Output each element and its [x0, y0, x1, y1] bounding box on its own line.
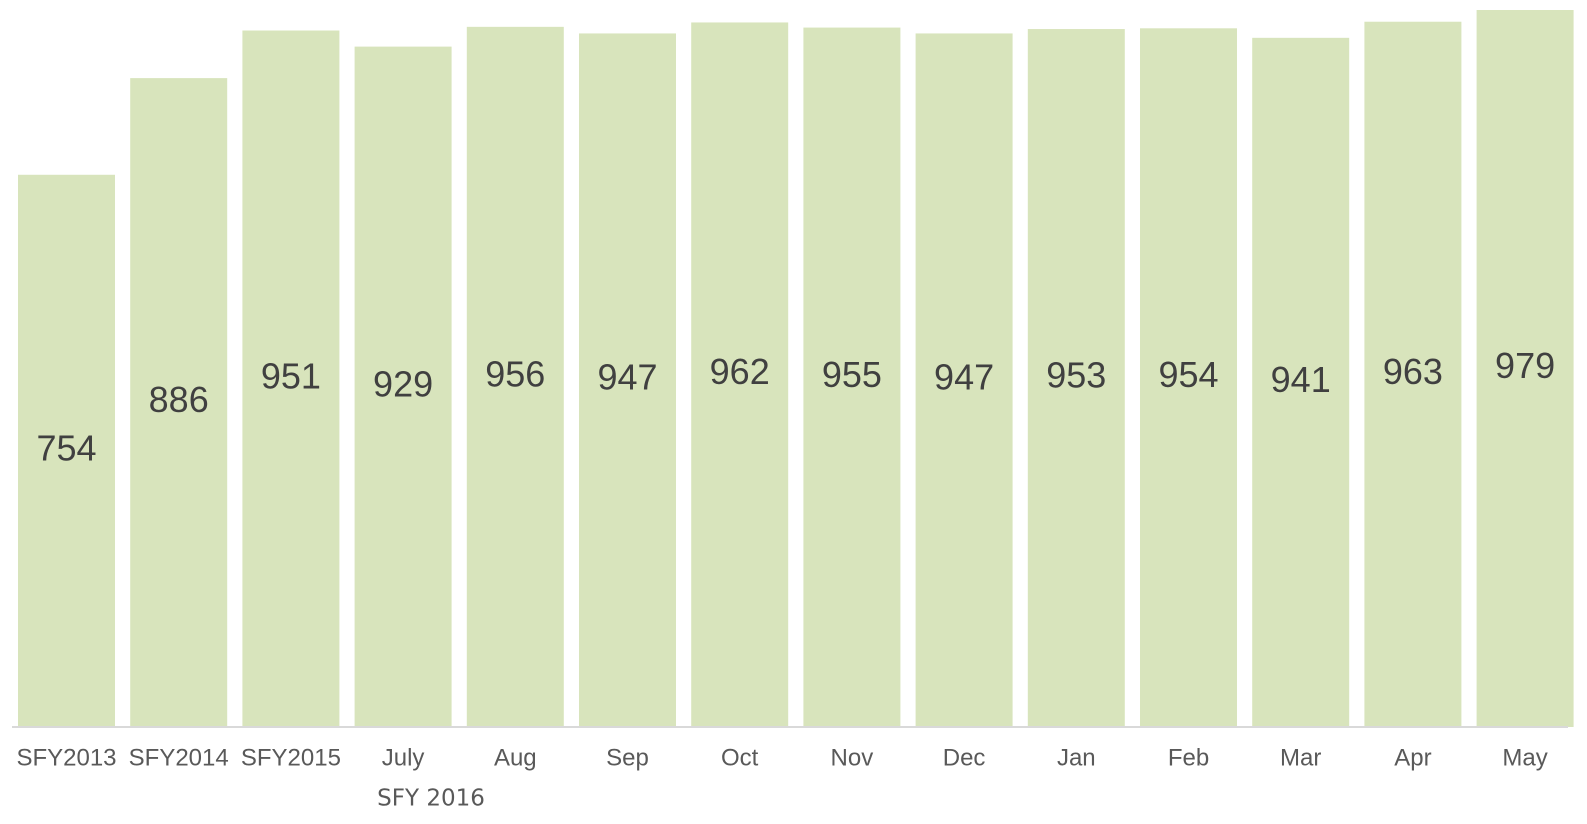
- bar: [354, 46, 452, 727]
- data-label: 955: [822, 354, 882, 395]
- bar: [579, 33, 676, 728]
- bar: [1476, 10, 1574, 727]
- bar: [1140, 28, 1237, 727]
- bar: [466, 26, 564, 728]
- x-tick-label: Mar: [1280, 744, 1321, 771]
- data-label: 947: [597, 357, 657, 398]
- x-tick-label: SFY2013: [16, 744, 116, 771]
- bar: [18, 174, 115, 727]
- data-label: 886: [149, 379, 209, 420]
- data-label: 947: [934, 357, 994, 398]
- data-label: 962: [710, 351, 770, 392]
- bar: [803, 27, 901, 727]
- data-label: 951: [261, 355, 321, 396]
- bar: [242, 30, 340, 727]
- x-tick-label: SFY2015: [241, 744, 341, 771]
- data-label: 754: [36, 427, 96, 468]
- x-tick-label: Apr: [1394, 744, 1431, 771]
- x-tick-label: Dec: [943, 744, 986, 771]
- bar: [915, 33, 1013, 728]
- bar: [130, 78, 228, 728]
- annotation: SFY 2016: [377, 786, 485, 812]
- x-tick-label: Aug: [494, 744, 537, 771]
- data-label: 953: [1046, 355, 1106, 396]
- x-tick-label: SFY2014: [129, 744, 229, 771]
- x-tick-label: Feb: [1168, 744, 1209, 771]
- data-label: 956: [485, 353, 545, 394]
- bar: [1364, 21, 1462, 728]
- bar: [1027, 29, 1125, 728]
- data-label: 954: [1158, 354, 1218, 395]
- data-label: 963: [1383, 351, 1443, 392]
- x-tick-label: July: [382, 744, 425, 771]
- x-tick-label: May: [1502, 744, 1547, 771]
- data-label: 929: [373, 363, 433, 404]
- bar: [691, 22, 789, 728]
- data-label: 941: [1271, 359, 1331, 400]
- bar: [1252, 37, 1350, 727]
- x-tick-label: Jan: [1057, 744, 1096, 771]
- x-tick-label: Nov: [831, 744, 874, 771]
- x-tick-label: Oct: [721, 744, 759, 771]
- data-label: 979: [1495, 345, 1555, 386]
- x-tick-label: Sep: [606, 744, 649, 771]
